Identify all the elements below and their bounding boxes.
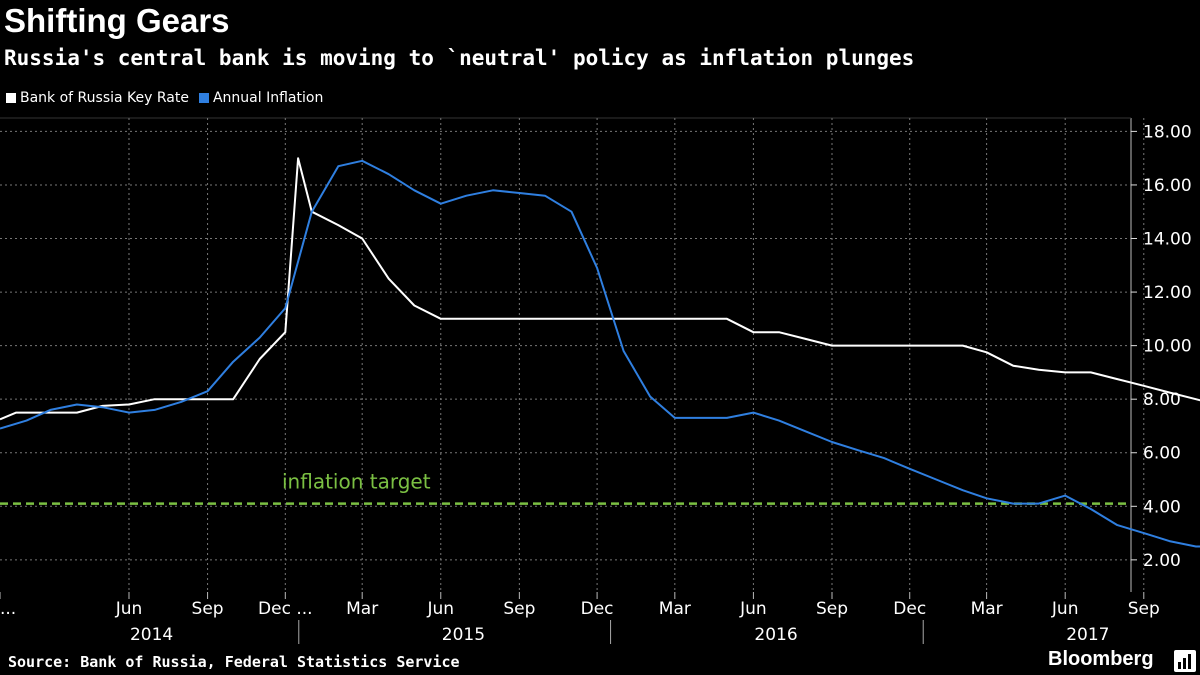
inflation-line [0,159,1200,548]
source-note: Source: Bank of Russia, Federal Statisti… [8,653,460,671]
y-tick-label: 6.00 [1143,444,1181,464]
key-rate-line [0,157,1200,421]
y-tick-label: 2.00 [1143,551,1181,571]
x-tick-label: ... [0,599,16,619]
y-tick-label: 10.00 [1143,337,1192,357]
x-tick-label: Dec [581,599,614,619]
x-tick-label: Sep [503,599,535,619]
inflation-target-label: inflation target [282,470,431,494]
bloomberg-icon [1174,650,1196,672]
x-tick-label: Sep [192,599,224,619]
y-tick-label: 18.00 [1143,122,1192,142]
legend-swatch-key-rate [6,93,16,103]
x-tick-label: Jun [426,599,454,619]
x-tick-label: Sep [816,599,848,619]
chart-subtitle: Russia's central bank is moving to `neut… [4,46,915,70]
chart-title: Shifting Gears [4,2,230,39]
y-tick-label: 4.00 [1143,497,1181,517]
legend: Bank of Russia Key Rate Annual Inflation [6,90,323,106]
legend-item-key-rate: Bank of Russia Key Rate [6,90,189,106]
x-tick-label: Jun [739,599,767,619]
legend-item-inflation: Annual Inflation [198,90,324,106]
year-label: 2016 [754,625,797,645]
legend-swatch-inflation [198,93,209,103]
y-tick-label: 8.00 [1143,390,1181,410]
x-tick-label: Mar [971,599,1003,619]
y-tick-label: 16.00 [1143,176,1192,196]
x-tick-label: Dec ... [258,599,313,619]
x-tick-label: Jun [1051,599,1079,619]
legend-label-key-rate: Bank of Russia Key Rate [20,90,189,106]
y-tick-label: 14.00 [1143,230,1192,250]
x-tick-label: Mar [659,599,691,619]
bloomberg-logo-text: Bloomberg [1048,648,1154,670]
legend-label-inflation: Annual Inflation [212,90,324,106]
x-tick-label: Sep [1128,599,1160,619]
x-tick-label: Dec [893,599,926,619]
year-label: 2015 [442,625,485,645]
year-label: 2017 [1066,625,1109,645]
y-tick-label: 12.00 [1143,283,1192,303]
x-tick-label: Jun [115,599,143,619]
year-label: 2014 [130,625,173,645]
x-tick-label: Mar [346,599,378,619]
